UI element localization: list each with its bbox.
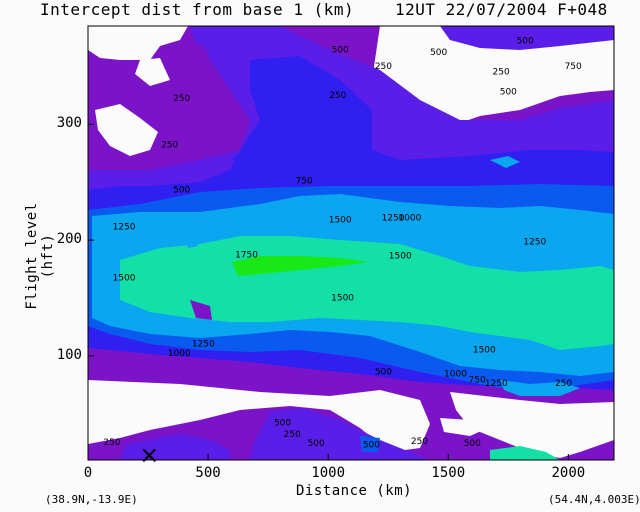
contour-label: 500 xyxy=(500,87,517,97)
contour-label: 250 xyxy=(493,68,510,78)
island xyxy=(490,156,520,168)
contour-label: 250 xyxy=(329,91,346,101)
contour-label: 1000 xyxy=(444,370,467,380)
y-axis-label: Flight level (hft) xyxy=(24,202,56,310)
contour-label: 1500 xyxy=(473,345,496,355)
contour-label: 1250 xyxy=(523,238,546,248)
island xyxy=(232,152,252,168)
contour-label: 500 xyxy=(308,439,325,449)
contour-label: 250 xyxy=(555,379,572,389)
contour-label: 1250 xyxy=(192,340,215,350)
contour-label: 1500 xyxy=(331,293,354,303)
contour-label: 250 xyxy=(103,438,120,448)
contour-label: 1750 xyxy=(235,250,258,260)
contour-label: 250 xyxy=(411,437,428,447)
island xyxy=(190,300,212,320)
contour-label: 1500 xyxy=(329,216,352,226)
contour-label: 750 xyxy=(565,62,582,72)
contour-label: 500 xyxy=(274,418,291,428)
x-tick-label: 2000 xyxy=(551,465,586,481)
contour-label: 500 xyxy=(332,46,349,56)
contour-label: 1000 xyxy=(168,349,191,359)
contour-label: 250 xyxy=(375,62,392,72)
x-tick-label: 1000 xyxy=(311,465,346,481)
contour-label: 500 xyxy=(517,36,534,46)
contour-label: 1250 xyxy=(113,223,136,233)
island xyxy=(300,162,316,182)
contour-label: 250 xyxy=(173,94,190,104)
contour-label: 750 xyxy=(469,375,486,385)
base-marker-stroke xyxy=(142,448,156,463)
tick-marks xyxy=(87,123,569,460)
contour-label: 500 xyxy=(375,367,392,377)
y-tick-label: 200 xyxy=(56,231,82,248)
contour-label: 250 xyxy=(284,430,301,440)
forecast-time-label: 12UT 22/07/2004 F+048 xyxy=(395,0,608,19)
contour-label: 1250 xyxy=(382,213,405,223)
start-coordinate-label: (38.9N,-13.9E) xyxy=(45,493,138,506)
end-coordinate-label: (54.4N,4.003E) xyxy=(548,493,640,506)
island xyxy=(182,232,198,248)
contour-label: 1250 xyxy=(485,379,508,389)
band-0 xyxy=(88,26,614,458)
contour-label: 500 xyxy=(173,186,190,196)
contour-label: 750 xyxy=(296,176,313,186)
island xyxy=(540,254,560,268)
contour-label: 1500 xyxy=(389,252,412,262)
contour-label: 1500 xyxy=(113,274,136,284)
contour-label: 500 xyxy=(464,439,481,449)
contour-labels: 1500 125010001500150017501500125010007505… xyxy=(103,36,582,450)
contour-label: 500 xyxy=(363,440,380,450)
plot-frame xyxy=(87,25,615,461)
contour-label: 250 xyxy=(161,141,178,151)
contour-label: 1000 xyxy=(398,213,421,223)
base-marker xyxy=(142,448,156,463)
island xyxy=(360,436,380,452)
contour-fills xyxy=(88,26,614,460)
band-1750 xyxy=(232,256,368,276)
x-tick-label: 0 xyxy=(83,465,93,481)
contour-label: 500 xyxy=(430,48,447,58)
x-tick-label: 500 xyxy=(195,465,221,481)
x-axis-label: Distance (km) xyxy=(296,483,413,499)
x-tick-label: 1500 xyxy=(431,465,466,481)
island xyxy=(440,418,488,436)
island xyxy=(500,380,580,396)
y-tick-label: 300 xyxy=(56,115,82,132)
chart-title: Intercept dist from base 1 (km) xyxy=(40,0,355,19)
island xyxy=(490,446,560,460)
y-tick-label: 100 xyxy=(56,346,82,363)
